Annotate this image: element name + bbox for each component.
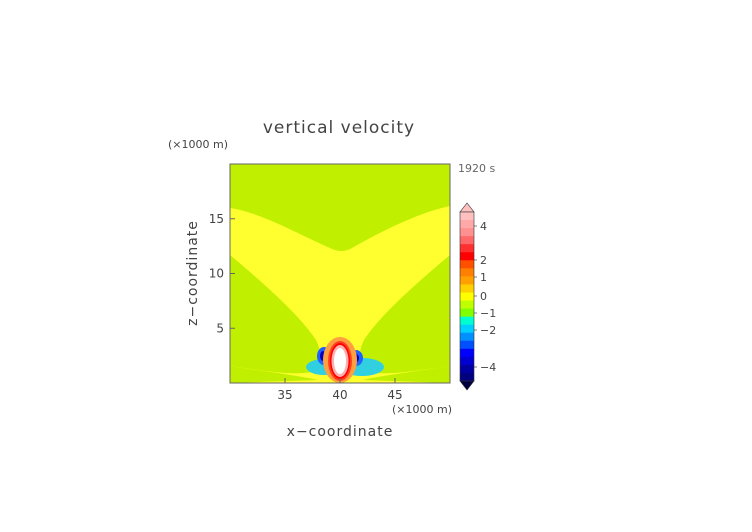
- colorbar-swatch: [460, 284, 474, 293]
- colorbar-tick-label: 0: [480, 290, 487, 303]
- colorbar-swatch: [460, 292, 474, 301]
- colorbar-swatch: [460, 308, 474, 317]
- neutral-base: [230, 366, 318, 383]
- colorbar-swatch: [460, 364, 474, 374]
- colorbar-max-arrow: [459, 202, 475, 213]
- colorbar-swatch: [460, 236, 474, 245]
- timestamp-label: 1920 s: [458, 162, 495, 175]
- colorbar-swatch: [460, 332, 474, 342]
- x-axis-ticks: 35 40 45: [277, 378, 403, 402]
- colorbar-frame: [459, 211, 475, 382]
- plot-area: 35 40 45 5 10 15: [209, 163, 451, 402]
- colorbar-swatch: [460, 316, 474, 325]
- colorbar-swatch: [460, 340, 474, 350]
- colorbar-swatch: [460, 252, 474, 261]
- colorbar-swatch: [460, 268, 474, 277]
- colorbar-tick-label: 1: [480, 271, 487, 284]
- x-tick-label: 35: [277, 388, 292, 402]
- x-axis-label: x−coordinate: [287, 424, 394, 440]
- velocity-field: [230, 164, 450, 383]
- colorbar-swatch: [460, 220, 474, 229]
- colorbar: 4 2 1 0 −1 −2 −4: [459, 202, 496, 391]
- x-tick-label: 40: [332, 388, 347, 402]
- colorbar-tick-label: −1: [480, 307, 496, 320]
- colorbar-tick-label: −2: [480, 324, 496, 337]
- y-tick-label: 5: [216, 321, 224, 335]
- colorbar-swatch: [460, 348, 474, 358]
- colorbar-swatch: [460, 300, 474, 309]
- neutral-flank-left: [230, 255, 321, 374]
- colorbar-min-arrow: [459, 380, 475, 391]
- chart-title: vertical velocity: [263, 118, 415, 138]
- colorbar-swatch: [460, 372, 474, 382]
- colorbar-swatch: [460, 212, 474, 221]
- colorbar-tick-label: 4: [480, 220, 487, 233]
- neutral-flank-right: [359, 255, 450, 374]
- x-unit-label: (×1000 m): [392, 403, 452, 416]
- colorbar-tick-label: 2: [480, 254, 487, 267]
- updraft-core: [334, 348, 346, 374]
- colorbar-swatch: [460, 260, 474, 269]
- y-axis-label: z−coordinate: [185, 220, 201, 326]
- x-tick-label: 45: [387, 388, 402, 402]
- z-unit-label: (×1000 m): [168, 138, 228, 151]
- colorbar-swatch: [460, 324, 474, 334]
- colorbar-tick-label: −4: [480, 361, 496, 374]
- y-tick-label: 10: [209, 267, 224, 281]
- colorbar-swatch: [460, 276, 474, 285]
- y-tick-label: 15: [209, 212, 224, 226]
- neutral-base-right: [362, 366, 450, 383]
- y-axis-ticks: 5 10 15: [209, 212, 235, 335]
- colorbar-swatch: [460, 228, 474, 237]
- colorbar-swatch: [460, 356, 474, 366]
- colorbar-swatch: [460, 244, 474, 253]
